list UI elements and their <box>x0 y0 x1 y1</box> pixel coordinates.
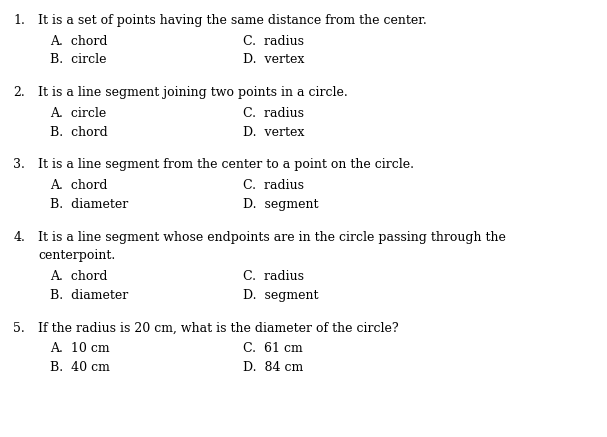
Text: If the radius is 20 cm, what is the diameter of the circle?: If the radius is 20 cm, what is the diam… <box>38 322 399 335</box>
Text: D.  84 cm: D. 84 cm <box>243 361 303 374</box>
Text: A.  chord: A. chord <box>50 179 107 192</box>
Text: It is a set of points having the same distance from the center.: It is a set of points having the same di… <box>38 14 427 27</box>
Text: 4.: 4. <box>13 231 25 243</box>
Text: 2.: 2. <box>13 86 25 99</box>
Text: A.  10 cm: A. 10 cm <box>50 342 109 355</box>
Text: B.  circle: B. circle <box>50 53 106 66</box>
Text: A.  chord: A. chord <box>50 270 107 283</box>
Text: D.  segment: D. segment <box>243 289 318 302</box>
Text: D.  segment: D. segment <box>243 198 318 211</box>
Text: C.  61 cm: C. 61 cm <box>243 342 302 355</box>
Text: It is a line segment whose endpoints are in the circle passing through the: It is a line segment whose endpoints are… <box>38 231 506 243</box>
Text: centerpoint.: centerpoint. <box>38 249 115 262</box>
Text: B.  diameter: B. diameter <box>50 289 128 302</box>
Text: A.  chord: A. chord <box>50 35 107 48</box>
Text: B.  40 cm: B. 40 cm <box>50 361 110 374</box>
Text: It is a line segment from the center to a point on the circle.: It is a line segment from the center to … <box>38 158 414 171</box>
Text: 5.: 5. <box>13 322 25 335</box>
Text: D.  vertex: D. vertex <box>243 53 304 66</box>
Text: A.  circle: A. circle <box>50 107 106 120</box>
Text: C.  radius: C. radius <box>243 270 304 283</box>
Text: C.  radius: C. radius <box>243 35 304 48</box>
Text: D.  vertex: D. vertex <box>243 126 304 139</box>
Text: B.  diameter: B. diameter <box>50 198 128 211</box>
Text: C.  radius: C. radius <box>243 179 304 192</box>
Text: 3.: 3. <box>13 158 25 171</box>
Text: B.  chord: B. chord <box>50 126 107 139</box>
Text: It is a line segment joining two points in a circle.: It is a line segment joining two points … <box>38 86 348 99</box>
Text: C.  radius: C. radius <box>243 107 304 120</box>
Text: 1.: 1. <box>13 14 25 27</box>
